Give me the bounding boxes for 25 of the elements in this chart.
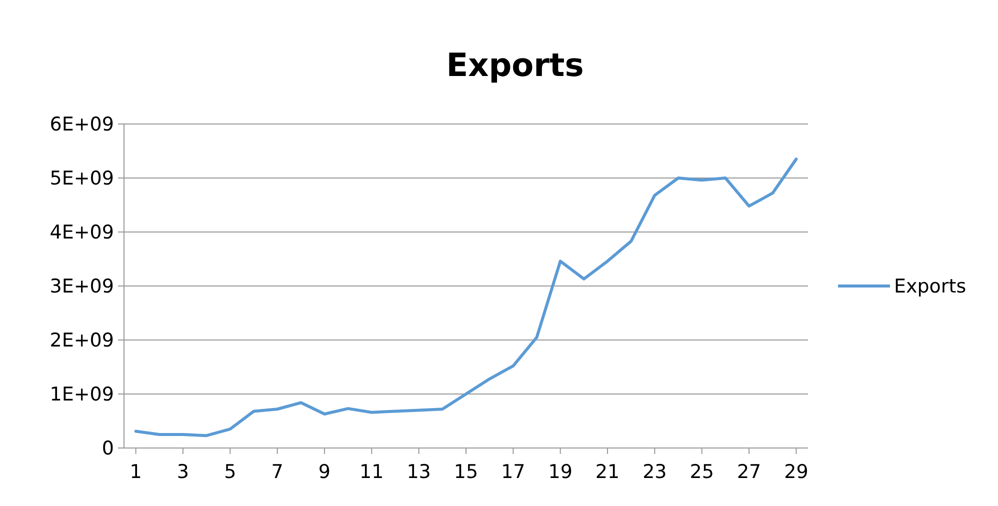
chart-title: Exports bbox=[446, 46, 584, 84]
legend-label: Exports bbox=[894, 276, 966, 298]
x-tick-label: 27 bbox=[736, 461, 762, 483]
x-tick-label: 1 bbox=[130, 461, 142, 483]
x-tick-label: 21 bbox=[595, 461, 620, 483]
x-tick-label: 5 bbox=[224, 461, 236, 483]
y-tick-label: 3E+09 bbox=[50, 276, 114, 298]
y-tick-label: 0 bbox=[102, 438, 114, 460]
y-tick-label: 5E+09 bbox=[50, 168, 114, 190]
x-tick-label: 13 bbox=[406, 461, 431, 483]
y-tick-label: 2E+09 bbox=[50, 330, 114, 352]
y-tick-label: 1E+09 bbox=[50, 384, 114, 406]
x-tick-label: 19 bbox=[548, 461, 572, 483]
y-tick-label: 6E+09 bbox=[50, 114, 114, 136]
x-tick-label: 29 bbox=[784, 461, 808, 483]
x-tick-label: 9 bbox=[318, 461, 331, 483]
x-tick-label: 3 bbox=[176, 461, 190, 483]
line-series bbox=[134, 158, 798, 438]
x-tick-label: 25 bbox=[690, 461, 714, 483]
x-tick-label: 7 bbox=[271, 461, 284, 483]
x-tick-label: 15 bbox=[454, 461, 478, 483]
y-tick-label: 4E+09 bbox=[50, 222, 114, 244]
x-tick-label: 17 bbox=[501, 461, 526, 483]
x-tick-label: 11 bbox=[360, 461, 384, 483]
x-tick-label: 23 bbox=[642, 461, 667, 483]
